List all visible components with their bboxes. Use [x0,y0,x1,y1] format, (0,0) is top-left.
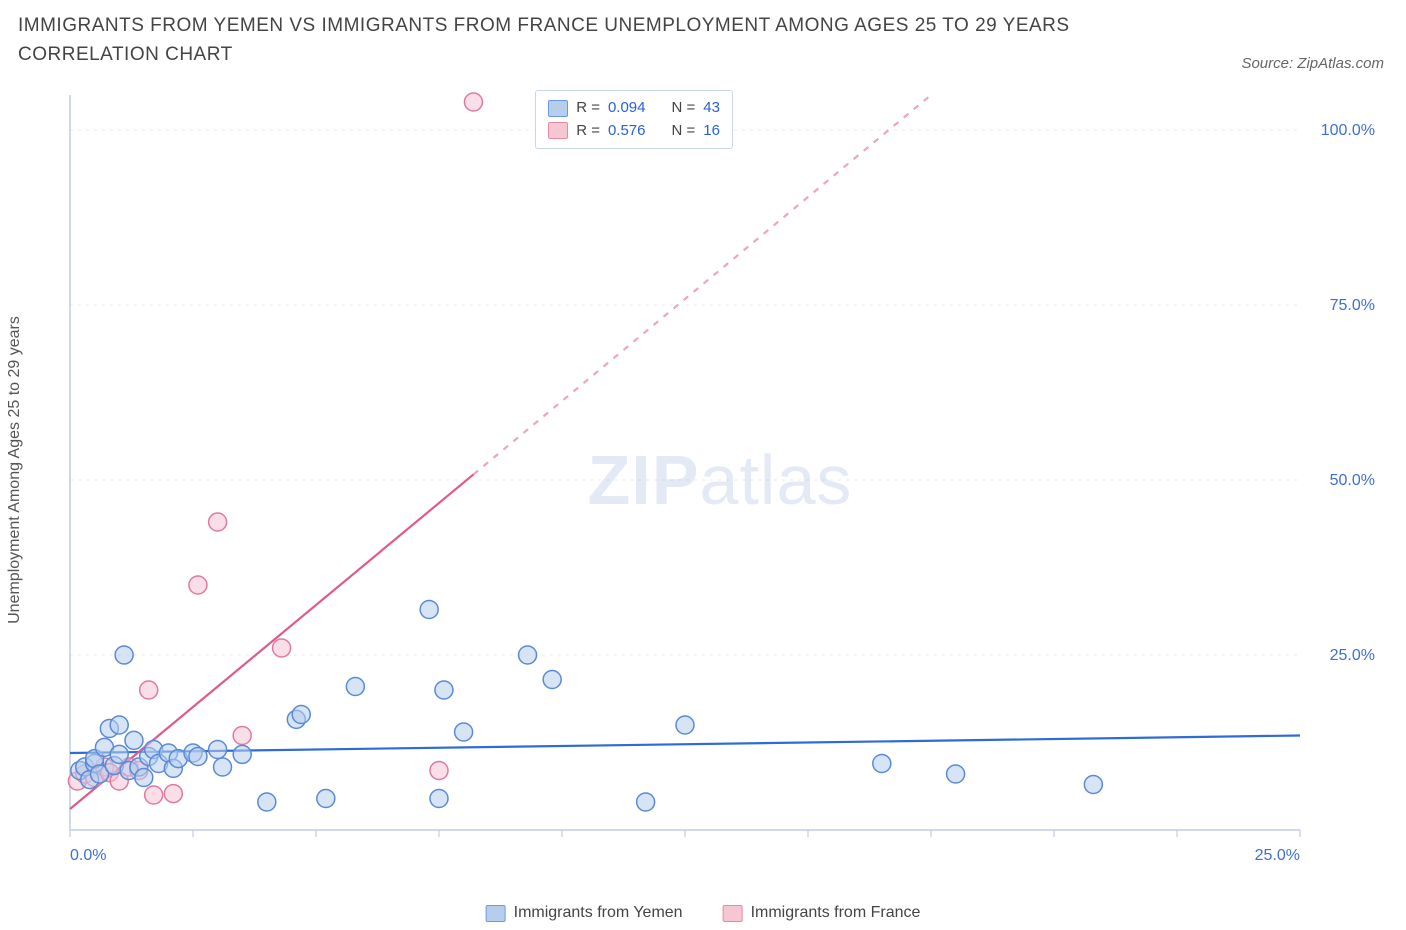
legend-item: Immigrants from Yemen [486,904,683,922]
chart-title: IMMIGRANTS FROM YEMEN VS IMMIGRANTS FROM… [18,12,1118,69]
source-label: Source: ZipAtlas.com [1241,55,1384,72]
y-axis-label: Unemployment Among Ages 25 to 29 years [6,316,24,624]
svg-text:25.0%: 25.0% [1255,847,1300,864]
stats-legend-row: R = 0.576N = 16 [548,120,720,143]
stats-legend-row: R = 0.094N = 43 [548,97,720,120]
bottom-legend: Immigrants from Yemen Immigrants from Fra… [486,904,921,922]
legend-item: Immigrants from France [723,904,921,922]
chart-svg: 25.0% 50.0% 75.0% 100.0% 0.0% 25.0% [60,85,1380,875]
stats-legend: R = 0.094N = 43R = 0.576N = 16 [535,90,733,149]
svg-text:0.0%: 0.0% [70,847,106,864]
svg-text:50.0%: 50.0% [1330,472,1375,489]
svg-text:100.0%: 100.0% [1321,122,1375,139]
svg-text:75.0%: 75.0% [1330,297,1375,314]
svg-text:25.0%: 25.0% [1330,647,1375,664]
chart-plot: 25.0%50.0%75.0%100.0%0.0%25.0% ZIPatlas … [60,85,1380,875]
